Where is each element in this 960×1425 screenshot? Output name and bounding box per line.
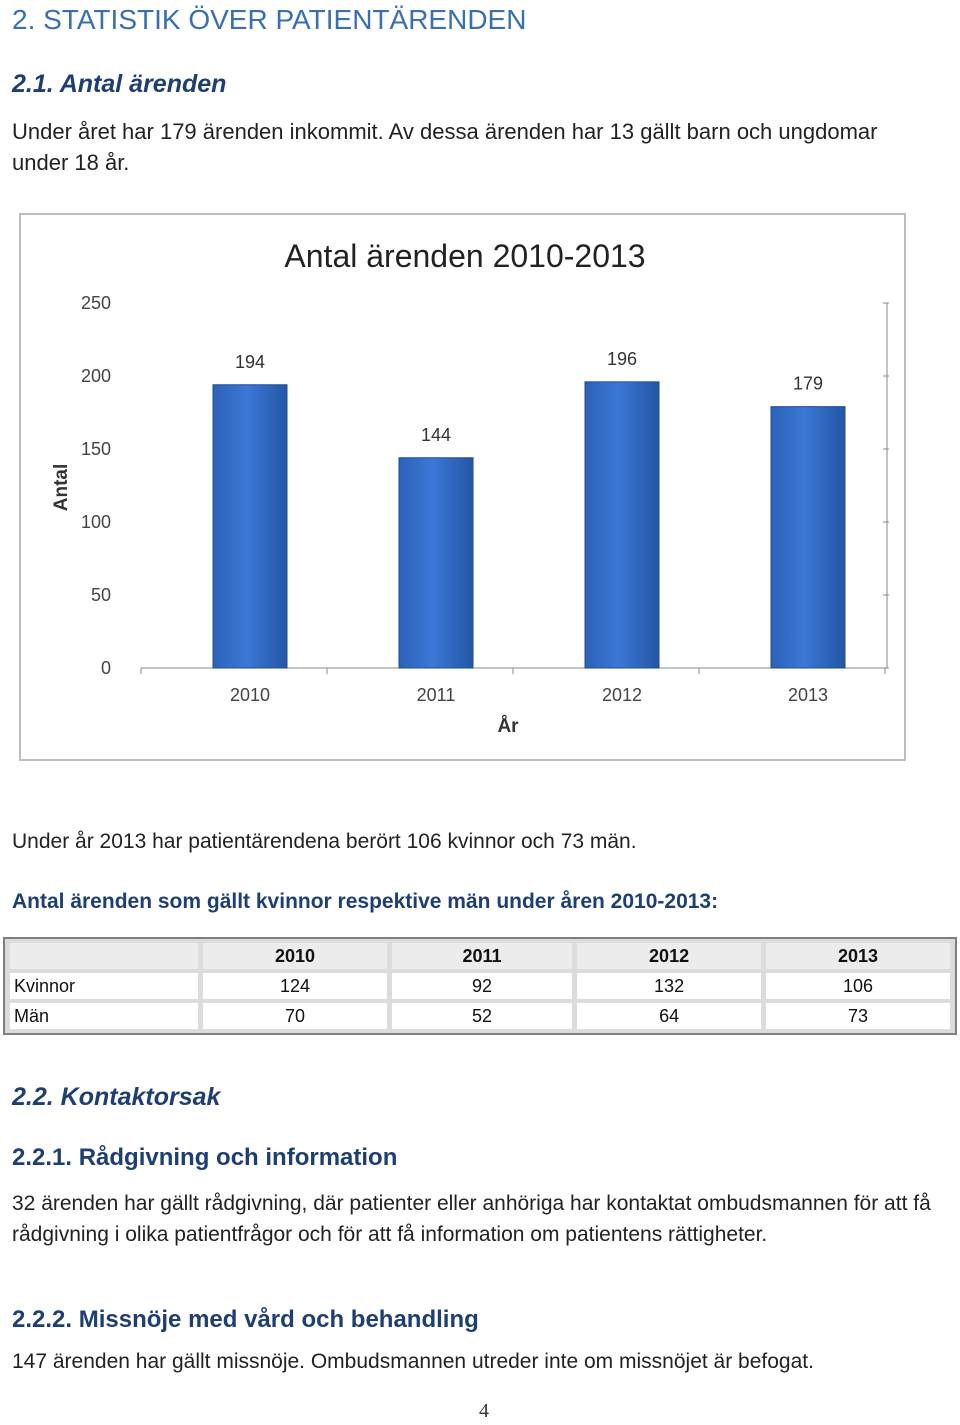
y-axis-label: Antal <box>51 464 72 512</box>
chart-bar <box>770 406 846 669</box>
data-label: 144 <box>421 425 451 445</box>
subsection-heading-antal: 2.1. Antal ärenden <box>12 70 227 98</box>
table-cell: 132 <box>577 973 762 999</box>
bar-chart: Antal ärenden 2010-2013 Antal 0 50 100 150 200… <box>51 238 889 737</box>
y-tick-label: 0 <box>101 658 111 678</box>
y-tick-label: 100 <box>81 512 111 532</box>
table-cell: 52 <box>391 1003 573 1029</box>
x-tick-label: 2012 <box>602 685 642 705</box>
chart-bar <box>212 384 288 669</box>
table-header-cell: 2010 <box>203 943 387 969</box>
table-cell: 73 <box>766 1003 950 1029</box>
chart-bar <box>398 457 474 669</box>
radgivning-paragraph: 32 ärenden har gällt rådgivning, där pat… <box>12 1192 931 1246</box>
table-header-cell: 2012 <box>577 943 762 969</box>
y-tick-label: 250 <box>81 293 111 313</box>
y-tick-label: 150 <box>81 439 111 459</box>
subsection-heading-radgivning: 2.2.1. Rådgivning och information <box>12 1144 398 1171</box>
table-cell: 64 <box>577 1003 762 1029</box>
subsection-heading-kontaktorsak: 2.2. Kontaktorsak <box>12 1083 221 1111</box>
table-header-cell: 2011 <box>391 943 573 969</box>
y-tick-label: 50 <box>91 585 111 605</box>
subsection-heading-missnoje: 2.2.2. Missnöje med vård och behandling <box>12 1306 479 1333</box>
y-tick-label: 200 <box>81 366 111 386</box>
x-tick-label: 2013 <box>788 685 828 705</box>
row-label: Kvinnor <box>10 973 198 999</box>
x-tick-label: 2011 <box>417 685 456 705</box>
page-number: 4 <box>479 1400 489 1422</box>
gender-summary-paragraph: Under år 2013 har patientärendena berört… <box>12 830 637 853</box>
chart-container: Antal ärenden 2010-2013 Antal 0 50 100 150 200… <box>19 213 906 761</box>
table-cell: 124 <box>203 973 387 999</box>
table-header-cell: 2013 <box>766 943 950 969</box>
table-cell: 70 <box>203 1003 387 1029</box>
table-cell: 92 <box>391 973 573 999</box>
chart-bar <box>584 381 660 669</box>
x-axis-label: År <box>497 716 519 737</box>
row-label: Män <box>10 1003 198 1029</box>
section-heading: 2. STATISTIK ÖVER PATIENTÄRENDEN <box>12 4 527 35</box>
missnoje-paragraph: 147 ärenden har gällt missnöje. Ombudsma… <box>12 1350 814 1373</box>
table-header-row: 2010 2011 2012 2013 <box>10 943 950 969</box>
data-label: 196 <box>607 349 637 369</box>
data-label: 179 <box>793 374 823 394</box>
table-corner-cell <box>10 943 198 969</box>
table-caption: Antal ärenden som gällt kvinnor respekti… <box>12 890 719 913</box>
x-tick-label: 2010 <box>230 685 270 705</box>
chart-title: Antal ärenden 2010-2013 <box>284 238 645 274</box>
table-cell: 106 <box>766 973 950 999</box>
table-row: Kvinnor 124 92 132 106 <box>10 973 950 999</box>
table-row: Män 70 52 64 73 <box>10 1003 950 1029</box>
data-label: 194 <box>235 352 265 372</box>
gender-table: 2010 2011 2012 2013 Kvinnor 124 92 132 1… <box>3 937 957 1035</box>
intro-paragraph: Under året har 179 ärenden inkommit. Av … <box>12 119 878 175</box>
